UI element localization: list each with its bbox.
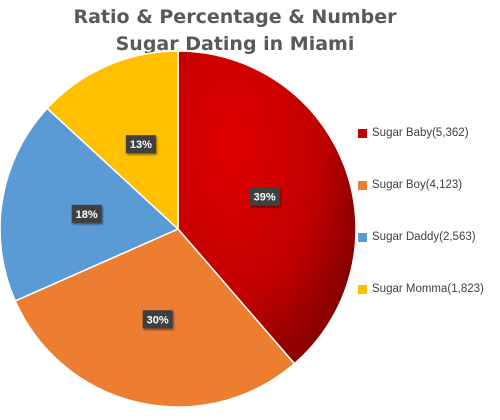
chart-title-line-2: Sugar Dating in Miami xyxy=(115,33,355,55)
pie-data-label-text: 18% xyxy=(76,209,98,221)
legend-label: Sugar Daddy(2,563) xyxy=(372,231,476,243)
pie-data-label-text: 13% xyxy=(130,139,152,151)
legend-label: Sugar Baby(5,362) xyxy=(372,127,469,139)
pie-data-label: 39% xyxy=(249,187,280,206)
pie-slices xyxy=(0,50,357,408)
legend-swatch xyxy=(358,180,367,190)
legend-swatch xyxy=(358,128,367,138)
pie-data-label-text: 30% xyxy=(147,314,169,326)
legend-label: Sugar Boy(4,123) xyxy=(372,179,463,191)
pie-data-label: 30% xyxy=(142,310,173,329)
legend-label: Sugar Momma(1,823) xyxy=(372,283,484,295)
pie-slice xyxy=(0,107,180,302)
legend-item: Sugar Momma(1,823) xyxy=(358,279,500,299)
pie-data-label-box xyxy=(142,310,173,329)
chart-title-line-1: Ratio & Percentage & Number xyxy=(73,6,397,28)
legend: Sugar Baby(5,362) Sugar Boy(4,123) Sugar D… xyxy=(358,123,500,331)
legend-item: Sugar Baby(5,362) xyxy=(358,123,500,143)
pie-data-label-text: 39% xyxy=(254,192,276,204)
pie-data-label-box xyxy=(249,187,280,206)
legend-swatch xyxy=(358,284,367,294)
pie-data-label-box xyxy=(71,204,102,223)
chart-title: Ratio & Percentage & Number Sugar Dating… xyxy=(0,4,470,58)
pie-data-label: 13% xyxy=(125,135,156,154)
pie-slice xyxy=(46,50,179,231)
pie-slice xyxy=(177,50,357,365)
legend-swatch xyxy=(358,232,367,242)
legend-item: Sugar Boy(4,123) xyxy=(358,175,500,195)
pie-data-labels: 39% 30% 18% 13% xyxy=(71,135,280,329)
legend-item: Sugar Daddy(2,563) xyxy=(358,227,500,247)
pie-data-label-box xyxy=(125,135,156,154)
pie-data-label: 18% xyxy=(71,204,102,223)
